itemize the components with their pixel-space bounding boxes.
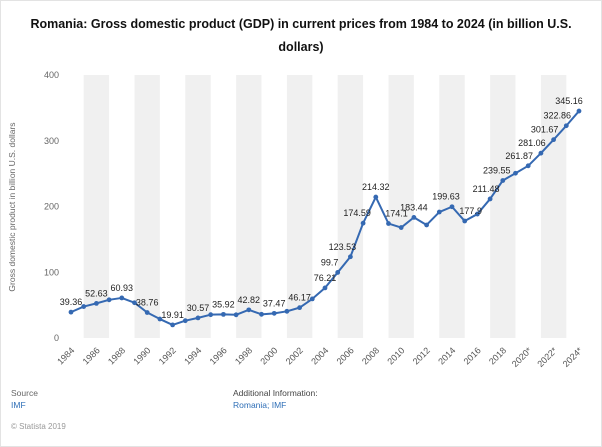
svg-text:1988: 1988 xyxy=(106,345,127,366)
svg-text:2024*: 2024* xyxy=(561,345,585,369)
svg-text:239.55: 239.55 xyxy=(483,165,511,175)
source-label: Source xyxy=(11,388,38,398)
svg-text:1996: 1996 xyxy=(208,345,229,366)
svg-text:37.47: 37.47 xyxy=(263,298,286,308)
svg-text:1990: 1990 xyxy=(131,345,152,366)
svg-text:19.91: 19.91 xyxy=(161,310,184,320)
svg-text:199.63: 199.63 xyxy=(432,192,460,202)
svg-text:261.87: 261.87 xyxy=(505,151,533,161)
svg-text:42.82: 42.82 xyxy=(238,295,261,305)
svg-text:177.9: 177.9 xyxy=(459,206,482,216)
background-bands xyxy=(83,75,567,338)
svg-text:76.21: 76.21 xyxy=(314,273,337,283)
svg-text:322.86: 322.86 xyxy=(544,111,572,121)
svg-text:1998: 1998 xyxy=(233,345,254,366)
svg-text:1994: 1994 xyxy=(182,345,203,366)
svg-text:400: 400 xyxy=(44,70,59,80)
svg-text:38.76: 38.76 xyxy=(136,298,159,308)
svg-text:60.93: 60.93 xyxy=(111,283,134,293)
svg-text:174.59: 174.59 xyxy=(343,208,371,218)
svg-text:2000: 2000 xyxy=(258,345,279,366)
source-link[interactable]: IMF xyxy=(11,400,26,410)
svg-text:1986: 1986 xyxy=(81,345,102,366)
svg-text:345.16: 345.16 xyxy=(555,96,583,106)
svg-text:214.32: 214.32 xyxy=(362,182,390,192)
gdp-line-series xyxy=(68,108,582,328)
svg-text:2018: 2018 xyxy=(487,345,508,366)
svg-text:0: 0 xyxy=(54,333,59,343)
svg-text:200: 200 xyxy=(44,202,59,212)
y-axis-label: Gross domestic product in billion U.S. d… xyxy=(7,122,17,291)
svg-text:211.48: 211.48 xyxy=(473,184,500,194)
svg-text:301.67: 301.67 xyxy=(531,125,559,135)
svg-text:2010: 2010 xyxy=(385,345,406,366)
svg-text:2016: 2016 xyxy=(462,345,483,366)
svg-text:2020*: 2020* xyxy=(510,345,534,369)
svg-text:174.1: 174.1 xyxy=(385,209,408,219)
svg-text:30.57: 30.57 xyxy=(187,303,210,313)
svg-text:300: 300 xyxy=(44,136,59,146)
additional-info-label: Additional Information: xyxy=(233,388,318,398)
svg-text:46.17: 46.17 xyxy=(288,293,311,303)
svg-text:100: 100 xyxy=(44,267,59,277)
svg-text:2014: 2014 xyxy=(436,345,457,366)
svg-text:2012: 2012 xyxy=(411,345,432,366)
svg-text:2022*: 2022* xyxy=(535,345,559,369)
svg-text:1984: 1984 xyxy=(55,345,76,366)
svg-text:2002: 2002 xyxy=(284,345,305,366)
svg-text:2006: 2006 xyxy=(335,345,356,366)
svg-text:35.92: 35.92 xyxy=(212,299,235,309)
svg-text:39.36: 39.36 xyxy=(60,297,83,307)
copyright-notice: © Statista 2019 xyxy=(11,422,66,431)
svg-text:2008: 2008 xyxy=(360,345,381,366)
additional-info-link[interactable]: Romania; IMF xyxy=(233,400,287,410)
svg-text:1992: 1992 xyxy=(157,345,178,366)
chart-title: Romania: Gross domestic product (GDP) in… xyxy=(30,17,572,54)
svg-text:99.7: 99.7 xyxy=(321,257,339,267)
svg-text:123.53: 123.53 xyxy=(329,242,357,252)
svg-text:183.44: 183.44 xyxy=(400,202,428,212)
svg-text:2004: 2004 xyxy=(309,345,330,366)
svg-text:281.06: 281.06 xyxy=(518,138,546,148)
svg-text:52.63: 52.63 xyxy=(85,288,108,298)
